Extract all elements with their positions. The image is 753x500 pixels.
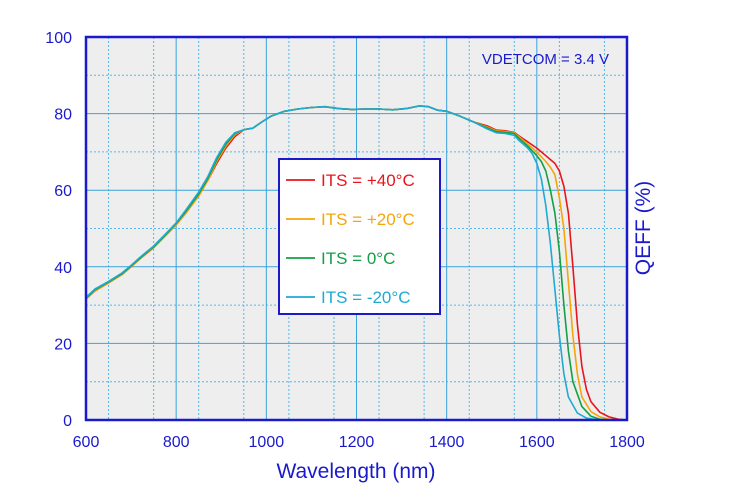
legend-label: ITS = 0°C bbox=[321, 249, 395, 268]
y-tick-label: 60 bbox=[54, 183, 72, 200]
y-tick-label: 80 bbox=[54, 107, 72, 124]
x-tick-label: 1400 bbox=[429, 434, 465, 451]
legend: ITS = +40°C ITS = +20°C ITS = 0°C ITS = -20… bbox=[278, 158, 441, 315]
y-tick-label: 20 bbox=[54, 336, 72, 353]
x-tick-label: 600 bbox=[73, 434, 100, 451]
plot-frame bbox=[84, 35, 629, 422]
legend-label: ITS = -20°C bbox=[321, 288, 410, 307]
x-tick-label: 1000 bbox=[249, 434, 285, 451]
x-tick-label: 1800 bbox=[609, 434, 645, 451]
y-tick-labels: 0 20 40 60 80 100 bbox=[45, 30, 72, 430]
vdetcom-annotation: VDETCOM = 3.4 V bbox=[482, 51, 609, 68]
y-tick-label: 0 bbox=[63, 413, 72, 430]
legend-label: ITS = +20°C bbox=[321, 210, 415, 229]
x-tick-label: 1600 bbox=[519, 434, 555, 451]
y-tick-label: 100 bbox=[45, 30, 72, 47]
y-tick-label: 40 bbox=[54, 260, 72, 277]
legend-label: ITS = +40°C bbox=[321, 171, 415, 190]
legend-box bbox=[278, 158, 441, 315]
y-axis-title: QEFF (%) bbox=[632, 181, 655, 276]
x-tick-label: 1200 bbox=[339, 434, 375, 451]
series-lines bbox=[86, 105, 627, 420]
series-line-4 bbox=[86, 105, 627, 420]
x-axis-title: Wavelength (nm) bbox=[276, 460, 435, 483]
x-tick-labels: 600 800 1000 1200 1400 1600 1800 bbox=[73, 434, 645, 451]
x-tick-label: 800 bbox=[163, 434, 190, 451]
